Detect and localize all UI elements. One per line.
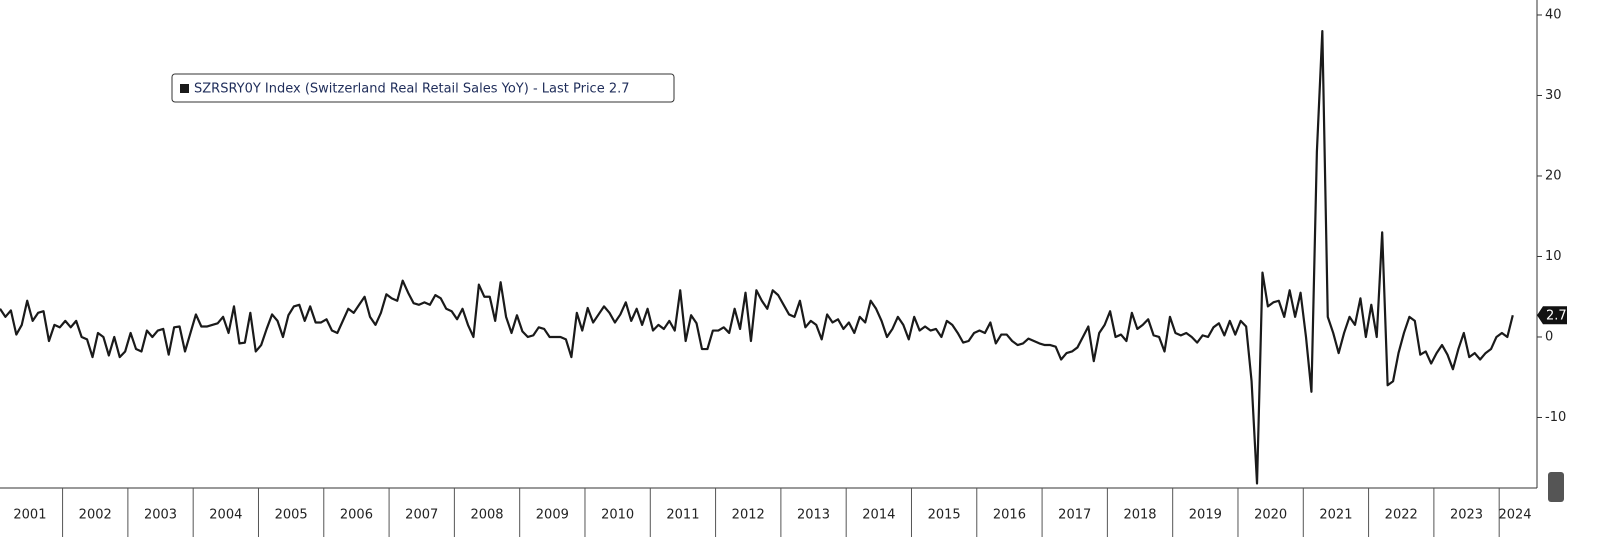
- x-tick-label: 2010: [601, 508, 634, 523]
- last-price-tag: [1537, 306, 1567, 325]
- y-tick-label: 20: [1545, 168, 1562, 183]
- x-tick-label: 2009: [536, 508, 569, 523]
- x-tick-label: 2017: [1058, 508, 1091, 523]
- x-tick-label: 2015: [928, 508, 961, 523]
- x-tick-label: 2007: [405, 508, 438, 523]
- x-tick-label: 2005: [275, 508, 308, 523]
- x-tick-label: 2002: [79, 508, 112, 523]
- legend-box: [171, 73, 675, 103]
- x-tick-label: 2019: [1189, 508, 1222, 523]
- x-tick-label: 2021: [1319, 508, 1352, 523]
- y-tick-label: 30: [1545, 88, 1562, 103]
- last-price-label: 2.7: [1546, 309, 1567, 324]
- x-tick-label: 2020: [1254, 508, 1287, 523]
- x-tick-label: 2016: [993, 508, 1026, 523]
- x-tick-label: 2022: [1385, 508, 1418, 523]
- legend-swatch: [180, 84, 189, 93]
- x-tick-label: 2024: [1498, 508, 1531, 523]
- x-tick-label: 2001: [13, 508, 46, 523]
- x-tick-label: 2013: [797, 508, 830, 523]
- series-line: [0, 29, 1514, 485]
- x-tick-label: 2008: [470, 508, 503, 523]
- x-tick-label: 2004: [209, 508, 242, 523]
- x-tick-label: 2006: [340, 508, 373, 523]
- x-tick-label: 2023: [1450, 508, 1483, 523]
- x-tick-label: 2014: [862, 508, 895, 523]
- corner-icon: [1548, 472, 1564, 502]
- legend-label: SZRSRY0Y Index (Switzerland Real Retail …: [194, 82, 630, 97]
- y-tick-label: 0: [1545, 329, 1553, 344]
- y-tick-label: 40: [1545, 7, 1562, 22]
- x-tick-label: 2018: [1123, 508, 1156, 523]
- y-tick-label: 10: [1545, 249, 1562, 264]
- x-tick-label: 2003: [144, 508, 177, 523]
- x-tick-label: 2012: [732, 508, 765, 523]
- x-tick-label: 2011: [666, 508, 699, 523]
- y-tick-label: -10: [1545, 410, 1566, 425]
